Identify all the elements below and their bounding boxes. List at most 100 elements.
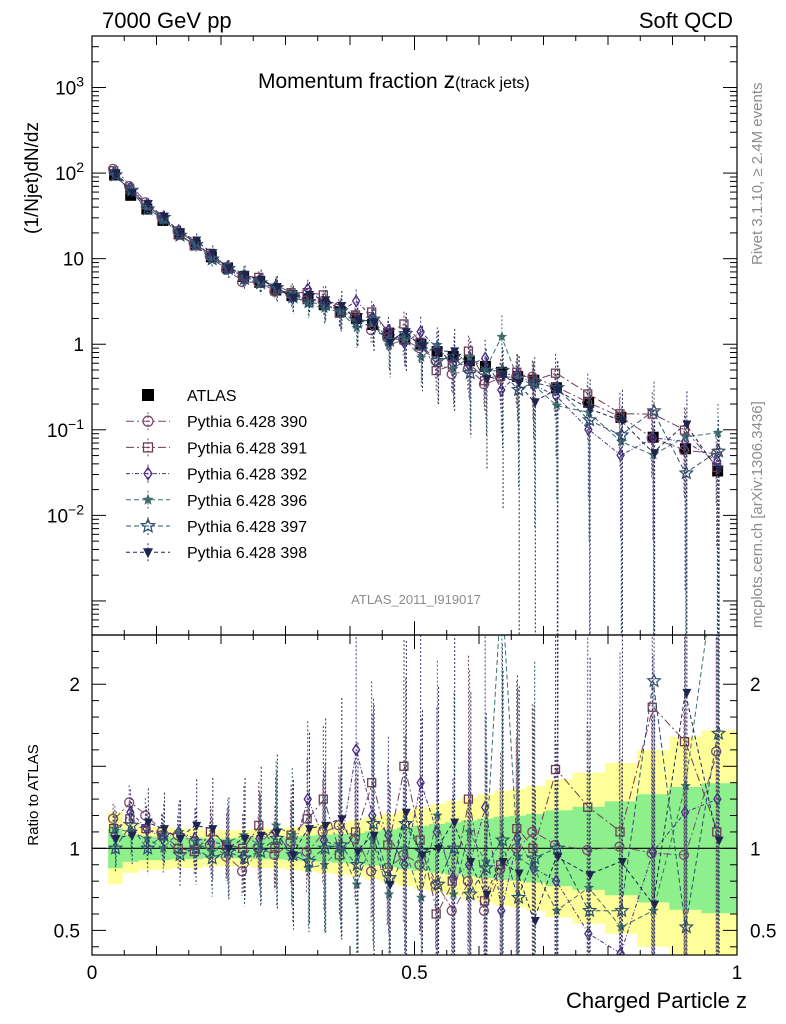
legend-item-1: Pythia 6.428 390 <box>126 412 307 431</box>
y-tick-label: 1 <box>73 335 84 356</box>
series-line-main <box>114 171 718 462</box>
series-line-ratio <box>114 635 707 928</box>
series-line-main <box>114 170 718 456</box>
data-point <box>369 318 379 328</box>
data-point <box>301 293 317 309</box>
data-point <box>583 389 593 399</box>
chart-title-sub: (track jets) <box>455 75 530 92</box>
data-point <box>143 200 153 210</box>
ratio-point <box>301 853 317 868</box>
ratio-point <box>401 808 411 818</box>
data-point <box>584 422 593 437</box>
data-point <box>498 371 508 381</box>
ratio-tick-label-left: 1 <box>69 839 80 860</box>
data-point <box>478 363 494 378</box>
ratio-point <box>680 780 691 791</box>
ratio-point <box>337 815 347 825</box>
ratio-point <box>365 815 382 831</box>
legend-marker <box>142 415 154 427</box>
data-point <box>514 379 524 389</box>
ratio-point <box>302 814 312 824</box>
series-line-main <box>114 172 719 470</box>
data-point <box>288 293 298 303</box>
ratio-point <box>111 834 121 844</box>
ratio-point <box>415 835 425 845</box>
ratio-point <box>240 834 250 844</box>
ratio-point <box>158 842 169 853</box>
series-3-main <box>110 165 722 635</box>
data-point <box>431 365 441 376</box>
ratio-point <box>585 871 595 881</box>
data-point <box>351 294 361 308</box>
data-point <box>224 264 234 274</box>
data-point <box>176 228 186 238</box>
ratio-point <box>448 871 458 885</box>
ratio-tick-label-left: 0.5 <box>54 921 80 942</box>
series-5-main <box>107 166 727 635</box>
data-point <box>321 296 331 306</box>
ratio-point <box>399 842 411 853</box>
ratio-point <box>530 917 540 927</box>
ratio-point <box>190 836 201 847</box>
ratio-point <box>417 851 427 861</box>
ratio-point <box>192 821 202 831</box>
y-tick-label: 103 <box>55 74 84 100</box>
data-point <box>272 282 282 292</box>
legend-label: Pythia 6.428 391 <box>187 440 307 457</box>
ratio-point <box>139 840 156 855</box>
ratio-point <box>462 886 478 901</box>
data-point <box>385 338 395 348</box>
ratio-point <box>172 846 188 862</box>
ratio-plot-area <box>107 635 727 955</box>
data-point <box>464 351 475 362</box>
data-point <box>648 431 658 445</box>
ratio-point <box>678 919 694 934</box>
ratio-point <box>466 857 476 867</box>
data-point <box>712 427 724 438</box>
data-point <box>188 236 204 252</box>
data-point <box>111 169 121 179</box>
ratio-point <box>550 764 561 775</box>
ratio-point <box>714 836 724 846</box>
ratio-point <box>682 688 692 698</box>
data-point <box>585 405 595 415</box>
data-point <box>127 188 137 198</box>
ratio-tick-label-right: 1 <box>750 839 761 860</box>
ratio-point <box>107 840 124 855</box>
ratio-point <box>478 859 495 875</box>
data-point <box>240 270 250 280</box>
legend-marker <box>142 493 154 505</box>
chart-title: Momentum fraction z(track jets) <box>258 67 530 93</box>
ratio-point <box>126 805 135 819</box>
legend-label: Pythia 6.428 397 <box>187 519 307 536</box>
ratio-point <box>236 866 248 877</box>
ratio-point <box>124 797 135 808</box>
ratio-point <box>206 846 217 857</box>
ratio-point <box>252 843 269 859</box>
data-point <box>192 236 202 246</box>
ratio-point <box>110 828 119 842</box>
analysis-id-label: ATLAS_2011_I919017 <box>351 592 481 607</box>
legend-marker <box>139 517 157 533</box>
ratio-point <box>650 900 660 910</box>
data-point <box>710 443 727 458</box>
ratio-point <box>549 840 566 855</box>
rivet-version-label: Rivet 3.1.10, ≥ 2.4M events <box>749 83 766 266</box>
data-point <box>317 296 333 312</box>
ratio-point <box>270 843 280 853</box>
legend-item-3: Pythia 6.428 392 <box>126 464 307 484</box>
x-tick-label: 0.5 <box>401 963 427 984</box>
data-point <box>480 351 490 365</box>
data-point <box>430 352 446 368</box>
ratio-point <box>384 828 393 842</box>
data-point <box>466 360 476 370</box>
ratio-point <box>143 818 153 828</box>
ratio-point <box>528 843 538 853</box>
ratio-tick-label-left: 2 <box>69 675 80 696</box>
data-point <box>337 302 347 312</box>
ratio-point <box>583 882 595 893</box>
ratio-point <box>581 902 598 918</box>
ratio-point <box>582 844 593 856</box>
data-point <box>527 374 543 390</box>
ratio-point <box>680 805 690 819</box>
